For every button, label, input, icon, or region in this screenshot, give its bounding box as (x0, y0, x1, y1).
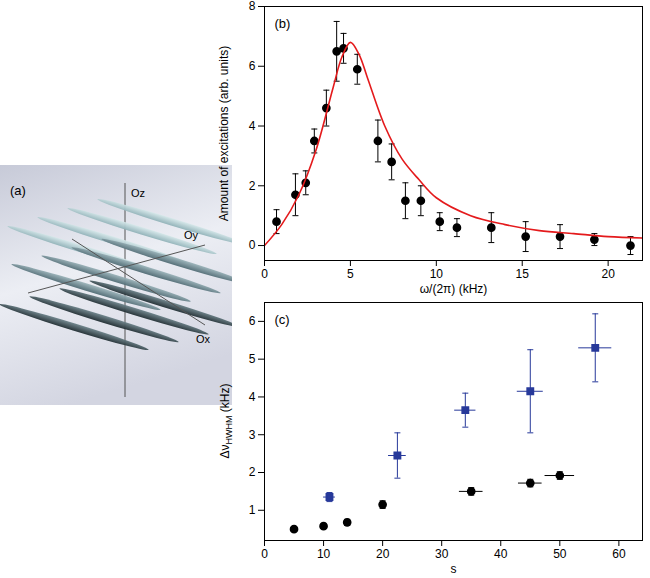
svg-text:(c): (c) (275, 312, 290, 327)
svg-text:60: 60 (612, 547, 626, 561)
svg-text:Amount of excitations (arb. un: Amount of excitations (arb. units) (217, 46, 231, 221)
svg-text:Oy: Oy (184, 229, 199, 241)
svg-text:0: 0 (261, 267, 268, 281)
svg-text:s: s (451, 562, 457, 576)
svg-text:8: 8 (249, 0, 256, 13)
svg-text:5: 5 (249, 352, 256, 366)
svg-text:6: 6 (249, 314, 256, 328)
svg-text:ΔνHWHM (kHz): ΔνHWHM (kHz) (218, 383, 234, 458)
svg-text:15: 15 (516, 267, 530, 281)
svg-text:Oz: Oz (131, 187, 145, 199)
svg-text:50: 50 (553, 547, 567, 561)
svg-text:40: 40 (494, 547, 508, 561)
svg-text:(b): (b) (275, 16, 291, 31)
svg-text:30: 30 (435, 547, 449, 561)
svg-text:3: 3 (249, 428, 256, 442)
svg-text:(a): (a) (10, 183, 26, 198)
svg-text:2: 2 (249, 179, 256, 193)
svg-text:Ox: Ox (196, 333, 211, 345)
svg-text:20: 20 (601, 267, 615, 281)
svg-text:5: 5 (347, 267, 354, 281)
svg-text:ω/(2π) (kHz): ω/(2π) (kHz) (420, 282, 488, 296)
svg-text:0: 0 (261, 547, 268, 561)
svg-text:1: 1 (249, 503, 256, 517)
svg-text:10: 10 (317, 547, 331, 561)
svg-text:2: 2 (249, 465, 256, 479)
svg-text:6: 6 (249, 59, 256, 73)
svg-text:20: 20 (376, 547, 390, 561)
svg-text:10: 10 (430, 267, 444, 281)
svg-text:0: 0 (249, 238, 256, 252)
svg-text:4: 4 (249, 119, 256, 133)
svg-text:4: 4 (249, 390, 256, 404)
